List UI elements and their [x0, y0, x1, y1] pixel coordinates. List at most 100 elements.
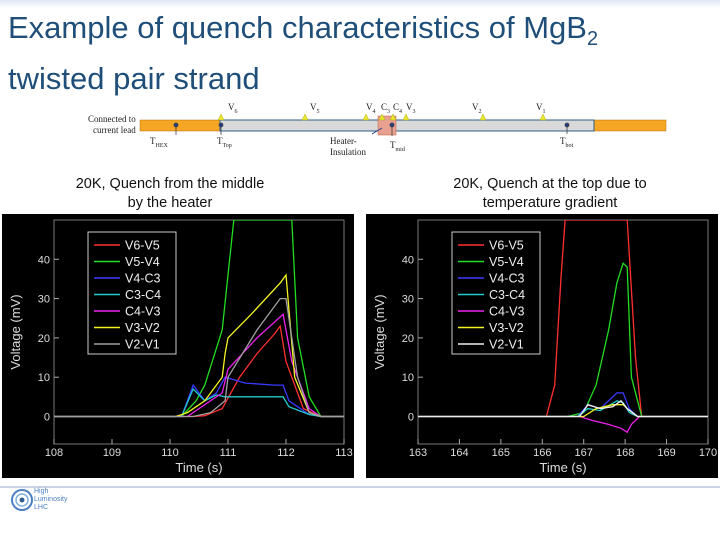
series-line-v2-v1 [418, 399, 708, 418]
y-tick-label: 0 [408, 411, 414, 423]
chart-left: 0 10 20 30 40 108 109 110 111 112 113 Time (s) Volta… [8, 219, 353, 475]
x-tick-label: 167 [575, 447, 593, 459]
strand-drawing [139, 113, 667, 136]
y-tick-label: 30 [38, 294, 50, 306]
caption-left: 20K, Quench from the middle by the heate… [75, 176, 265, 211]
legend-label: V6-V5 [125, 239, 160, 253]
label-v1: V1 [536, 102, 546, 115]
legend-label: V6-V5 [489, 239, 524, 253]
y-tick-label: 0 [44, 411, 50, 423]
series-line-c3-c4 [418, 400, 708, 418]
plot-frame [417, 219, 709, 445]
y-tick-label: 40 [402, 254, 414, 266]
legend-box [451, 231, 541, 355]
tap-v3 [402, 113, 410, 121]
label-tmid: Tmid [390, 140, 405, 153]
series-line-v2-v1 [54, 297, 344, 418]
tap-v2 [479, 113, 487, 121]
label-v2: V2 [472, 102, 482, 115]
legend-label: V4-C3 [489, 272, 524, 286]
series-line-c4-v3 [418, 415, 708, 434]
tap-v1 [539, 113, 547, 121]
chart-panel-right: 0 10 20 30 40 163 164 165 166 167 168 169 170 Time (s… [366, 214, 718, 478]
plot-frame [53, 219, 345, 445]
strand-schematic: Connected to current lead V6 V5 V4 C3 C4… [0, 96, 720, 166]
series-line-c4-v3 [54, 313, 344, 418]
x-tick-label: 110 [161, 447, 179, 459]
left-lead-block [139, 119, 221, 132]
title-line2: twisted pair strand [8, 61, 260, 97]
legend-label: V3-V2 [489, 321, 524, 335]
x-tick-label: 109 [103, 447, 121, 459]
y-tick-label: 20 [38, 333, 50, 345]
x-tick-label: 112 [277, 447, 295, 459]
x-axis-label: Time (s) [175, 460, 222, 475]
y-axis-label: Voltage (mV) [8, 294, 23, 369]
series-line-v3-v2 [418, 404, 708, 418]
label-tbot: Tbot [560, 136, 574, 149]
label-v6: V6 [228, 102, 238, 115]
x-tick-label: 168 [616, 447, 634, 459]
x-tick-label: 165 [492, 447, 510, 459]
title-line1-b: B [566, 10, 587, 45]
series-line-v4-c3 [54, 376, 344, 418]
tap-c3 [378, 113, 386, 121]
series-line-v4-c3 [418, 392, 708, 418]
sensor-tmid [389, 122, 395, 128]
top-band [0, 0, 720, 8]
series-line-v6-v5 [418, 220, 708, 418]
y-tick-label: 20 [402, 333, 414, 345]
series-group [418, 220, 708, 434]
logo-text: High Luminosity LHC [34, 488, 68, 511]
legend-box [87, 231, 177, 355]
caption-right: 20K, Quench at the top due to temperatur… [453, 176, 647, 211]
legend-label: V4-C3 [125, 272, 160, 286]
x-tick-label: 113 [335, 447, 353, 459]
legend-label: C3-C4 [489, 288, 525, 302]
legend-label: C3-C4 [125, 288, 161, 302]
hl-lhc-logo [11, 489, 33, 511]
label-heater: Heater- Insulation [330, 136, 366, 157]
y-tick-label: 30 [402, 294, 414, 306]
legend-label: V2-V1 [125, 338, 160, 352]
legend-label: V2-V1 [489, 338, 524, 352]
x-tick-label: 164 [450, 447, 468, 459]
y-tick-label: 40 [38, 254, 50, 266]
label-v3: V3 [406, 102, 416, 115]
tap-v6 [217, 113, 225, 121]
heater-block [377, 115, 397, 136]
sensor-thex [173, 122, 179, 128]
legend-label: C4-V3 [125, 305, 160, 319]
legend-label: V5-V4 [125, 255, 160, 269]
footer-line [0, 486, 720, 488]
sensor-ttop [218, 122, 224, 128]
sensor-tbot [564, 122, 570, 128]
x-tick-label: 163 [409, 447, 427, 459]
title-line1-prefix: Example of quench characteristics of Mg [8, 10, 567, 45]
series-line-v6-v5 [54, 324, 344, 418]
y-tick-label: 10 [402, 372, 414, 384]
x-tick-label: 166 [533, 447, 551, 459]
x-tick-label: 169 [657, 447, 675, 459]
label-v4: V4 [366, 102, 376, 115]
series-line-c3-c4 [54, 387, 344, 418]
title-line1-sub: 2 [586, 28, 599, 51]
y-tick-label: 10 [38, 372, 50, 384]
label-c4: C4 [393, 102, 403, 115]
strand-body [219, 119, 595, 132]
label-v5: V5 [310, 102, 320, 115]
tap-c4 [389, 113, 397, 121]
chart-panel-left: 0 10 20 30 40 108 109 110 111 112 113 Time (s) Volta… [2, 214, 354, 478]
series-group [54, 220, 344, 418]
tap-v4 [362, 113, 370, 121]
label-c3: C3 [381, 102, 391, 115]
x-axis-label: Time (s) [539, 460, 586, 475]
label-ttop: TTop [217, 136, 232, 149]
y-axis-label: Voltage (mV) [372, 294, 387, 369]
x-tick-label: 108 [45, 447, 63, 459]
x-tick-label: 111 [220, 447, 237, 459]
chart-right: 0 10 20 30 40 163 164 165 166 167 168 169 170 Time (s… [372, 219, 717, 475]
slide-title: Example of quench characteristics of MgB… [8, 8, 598, 99]
tap-v5 [301, 113, 309, 121]
series-line-v5-v4 [418, 261, 708, 418]
